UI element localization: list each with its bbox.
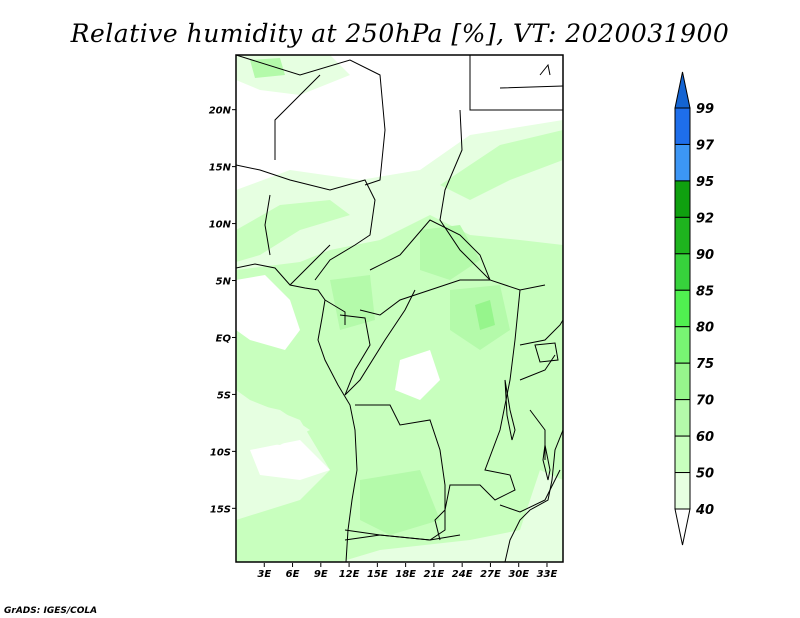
- field-60-70-north: [250, 58, 285, 78]
- colorbar-bin: [674, 143, 691, 182]
- border-namibia: [344, 534, 461, 541]
- colorbar-below-triangle: [674, 508, 691, 546]
- plot-title: Relative humidity at 250hPa [%], VT: 202…: [70, 19, 730, 48]
- lat-tick-label: 15S: [210, 504, 231, 515]
- field-60-70: [330, 275, 375, 330]
- coastline-west-africa: [236, 263, 358, 562]
- colorbar-bin: [674, 180, 691, 218]
- colorbar-bin: [674, 472, 691, 510]
- colorbar-label: 90: [696, 248, 714, 263]
- latitude-axis: 20N 15N 10N 5N EQ 5S 10S 15S: [209, 106, 236, 515]
- lon-tick-label: 12E: [339, 569, 360, 580]
- border-egypt-sudan: [469, 55, 563, 111]
- border-nigeria: [264, 194, 271, 256]
- border-niger-chad: [236, 164, 376, 281]
- field-50-60-ne: [440, 130, 563, 200]
- grads-credit: GrADS: IGES/COLA: [4, 606, 97, 616]
- colorbar-bin: [674, 362, 691, 401]
- field-dry-gulf: [236, 275, 300, 350]
- colorbar-label: 80: [696, 321, 714, 336]
- colorbar: 99 97 95 92 90 85 80 75 70 60 50 40: [674, 71, 715, 546]
- border-chad-sudan: [439, 109, 546, 291]
- lat-tick-label: 10S: [210, 447, 231, 458]
- colorbar-label: 92: [696, 211, 714, 226]
- lon-tick-label: 33E: [537, 569, 558, 580]
- lon-tick-label: 21E: [424, 569, 445, 580]
- colorbar-label: 85: [696, 284, 714, 299]
- field-60-70: [420, 225, 480, 280]
- map-frame: [235, 54, 564, 563]
- border-car: [359, 219, 491, 316]
- colorbar-label: 75: [696, 357, 714, 372]
- colorbar-label: 95: [696, 175, 714, 190]
- border-libya-chad: [236, 55, 386, 186]
- lat-tick-label: 15N: [209, 163, 232, 174]
- colorbar-label: 97: [696, 138, 715, 153]
- lat-tick-label: 10N: [209, 220, 232, 231]
- lon-tick-label: 27E: [480, 569, 501, 580]
- border-cameroon: [289, 244, 346, 325]
- lon-tick-label: 3E: [257, 569, 271, 580]
- border-zambia-moz: [499, 469, 561, 513]
- border-algeria-niger: [274, 74, 321, 160]
- colorbar-bin: [674, 289, 691, 328]
- colorbar-bin: [674, 326, 691, 364]
- colorbar-label: 60: [696, 430, 714, 445]
- lat-tick-label: 5N: [216, 277, 232, 288]
- lat-tick-label: 20N: [209, 106, 232, 117]
- colorbar-label: 99: [696, 102, 714, 117]
- longitude-axis: 3E 6E 9E 12E 15E 18E 21E 24E 27E 30E 33E: [257, 563, 558, 580]
- lon-tick-label: 18E: [395, 569, 416, 580]
- lake-victoria: [534, 342, 559, 363]
- border-congo: [339, 289, 416, 396]
- field-50-60-band: [236, 200, 350, 262]
- colorbar-label: 40: [695, 503, 714, 518]
- coastline-east-africa: [504, 429, 563, 562]
- red-sea-coast: [499, 63, 563, 89]
- humidity-field: [236, 55, 563, 562]
- field-dry-ocean: [236, 400, 310, 445]
- coastlines-and-borders: [236, 55, 563, 562]
- lake-malawi: [542, 444, 551, 481]
- lon-tick-label: 15E: [367, 569, 388, 580]
- lon-tick-label: 6E: [286, 569, 300, 580]
- field-dry-center: [395, 350, 440, 400]
- lon-tick-label: 24E: [452, 569, 473, 580]
- lat-tick-label: EQ: [216, 333, 232, 344]
- lat-tick-label: 5S: [217, 390, 231, 401]
- lon-tick-label: 30E: [508, 569, 529, 580]
- colorbar-bin: [674, 435, 691, 474]
- colorbar-bin: [674, 399, 691, 437]
- field-60-70: [360, 470, 440, 535]
- lake-tanganyika: [504, 379, 516, 441]
- colorbar-label: 70: [696, 394, 714, 409]
- colorbar-bin: [674, 216, 691, 255]
- field-70-75: [475, 300, 495, 330]
- colorbar-bin: [674, 107, 691, 145]
- colorbar-label: 50: [696, 467, 714, 482]
- border-east-africa: [519, 319, 563, 460]
- colorbar-above-triangle: [674, 71, 691, 109]
- lon-tick-label: 9E: [314, 569, 328, 580]
- colorbar-bin: [674, 253, 691, 291]
- field-dry-south: [250, 440, 330, 480]
